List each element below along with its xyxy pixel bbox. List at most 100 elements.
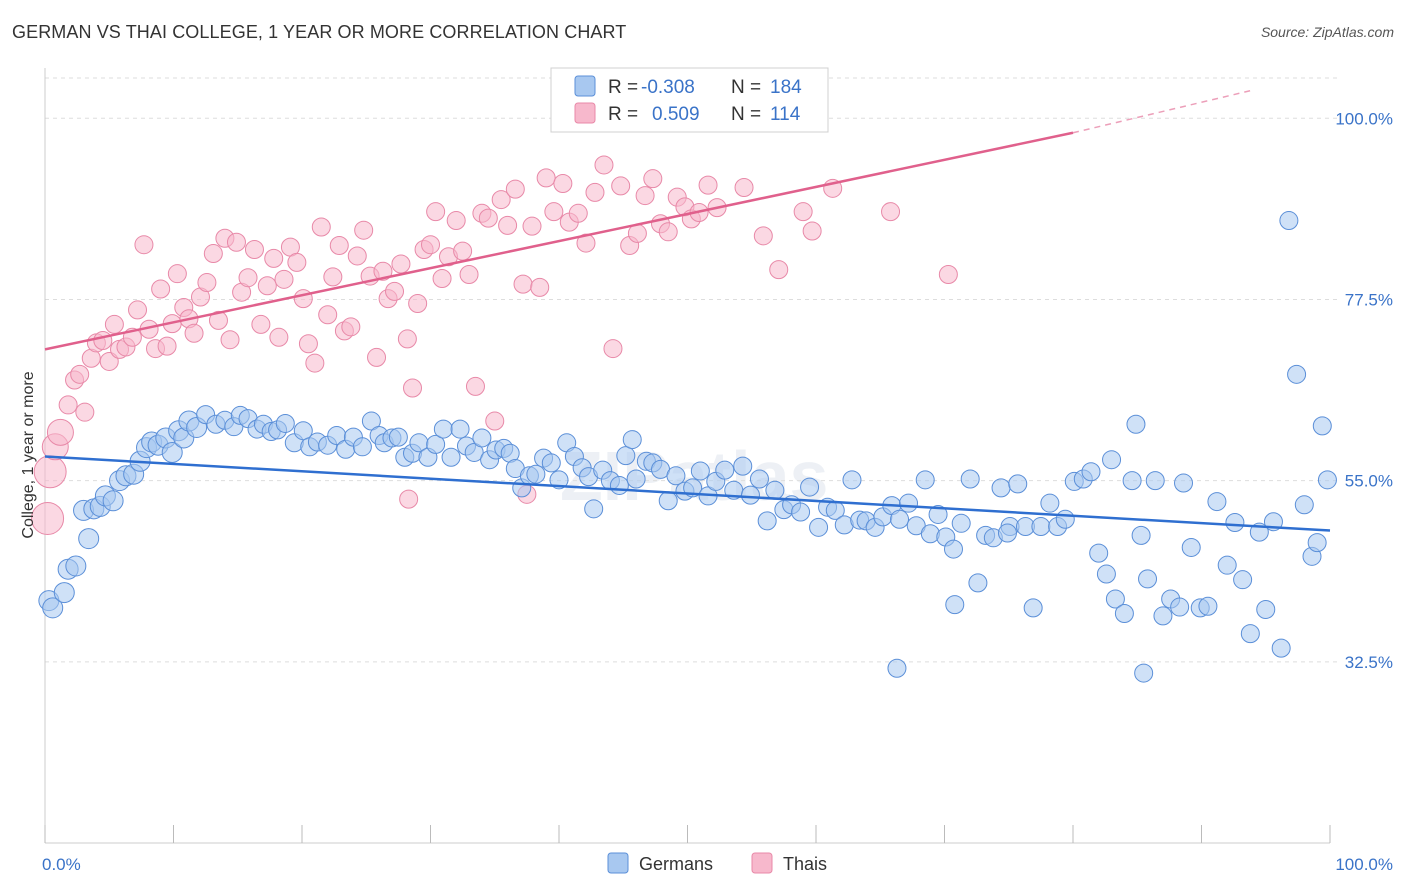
legend-thai-r-label: R =	[608, 104, 638, 125]
thai-point	[491, 190, 511, 210]
german-point	[584, 499, 604, 519]
german-point	[733, 456, 753, 476]
german-point	[609, 475, 629, 495]
thai-point	[802, 221, 822, 241]
german-point	[1055, 509, 1075, 529]
german-point	[1312, 416, 1332, 436]
german-point	[658, 491, 678, 511]
legend-german-n-value: 184	[770, 77, 802, 98]
legend-german-r-value: -0.308	[641, 77, 695, 98]
german-point	[1122, 471, 1142, 491]
german-point	[960, 469, 980, 489]
german-point	[275, 413, 295, 433]
german-point	[920, 524, 940, 544]
thai-point	[33, 455, 67, 489]
thai-point	[197, 273, 217, 293]
german-point	[1233, 570, 1253, 590]
german-point	[472, 428, 492, 448]
thai-point	[536, 168, 556, 188]
thai-point	[226, 232, 246, 252]
german-point	[887, 658, 907, 678]
german-point	[1105, 589, 1125, 609]
german-point	[1138, 569, 1158, 589]
thai-point	[323, 267, 343, 287]
german-point	[1294, 495, 1314, 515]
thai-point	[485, 411, 505, 431]
german-point	[1181, 537, 1201, 557]
thai-point	[99, 351, 119, 371]
thai-point	[367, 347, 387, 367]
thai-point	[453, 241, 473, 261]
legend-german-r-label: R =	[608, 77, 638, 98]
thai-point	[305, 353, 325, 373]
thai-point	[184, 323, 204, 343]
bottom-legend-german-label: Germans	[639, 854, 713, 874]
legend-thai-swatch	[574, 102, 596, 124]
german-point	[1153, 606, 1173, 626]
y-tick-label-0: 100.0%	[1335, 109, 1393, 128]
thai-point	[257, 276, 277, 296]
trend-lines	[44, 89, 1331, 532]
thai-point	[318, 305, 338, 325]
thai-point	[603, 339, 623, 359]
x-tick-label-max: 100.0%	[1335, 855, 1393, 874]
thai-point	[734, 178, 754, 198]
bottom-legend-thai-label: Thais	[783, 854, 827, 874]
german-point	[1102, 450, 1122, 470]
thai-point	[793, 202, 813, 222]
german-point	[441, 447, 461, 467]
german-point	[1134, 663, 1154, 683]
thai-point	[544, 202, 564, 222]
thai-point	[513, 274, 533, 294]
german-point	[352, 437, 372, 457]
german-point	[1225, 513, 1245, 533]
thai-point	[93, 331, 113, 351]
legend: R = -0.308 N = 184 R = 0.509 N = 114	[550, 67, 829, 133]
thai-point	[505, 179, 525, 199]
thai-point	[397, 329, 417, 349]
thai-point	[611, 176, 631, 196]
thai-point	[658, 222, 678, 242]
thai-point	[459, 264, 479, 284]
german-point	[65, 555, 87, 577]
german-point	[1307, 533, 1327, 553]
thai-point	[391, 254, 411, 274]
thai-point	[385, 281, 405, 301]
legend-thai-n-value: 114	[770, 104, 801, 125]
y-tick-label-3: 32.5%	[1345, 653, 1393, 672]
y-tick-labels: 100.0% 77.5% 55.0% 32.5%	[1335, 109, 1393, 672]
thai-point	[128, 300, 148, 320]
legend-german-swatch	[574, 75, 596, 97]
chart-title: GERMAN VS THAI COLLEGE, 1 YEAR OR MORE C…	[12, 22, 627, 42]
thai-point	[553, 173, 573, 193]
german-point	[161, 441, 183, 463]
thai-point	[157, 336, 177, 356]
thai-point	[522, 216, 542, 236]
german-points	[38, 211, 1337, 683]
german-point	[1271, 638, 1291, 658]
german-point	[765, 480, 785, 500]
x-tick-label-min: 0.0%	[42, 855, 81, 874]
german-point	[433, 419, 453, 439]
german-point	[1114, 604, 1134, 623]
thai-point	[151, 279, 171, 299]
german-point	[1081, 462, 1101, 482]
german-point	[899, 493, 919, 513]
german-point	[293, 421, 313, 441]
thai-point	[594, 155, 614, 175]
thai-point	[70, 364, 90, 384]
y-axis-title: College, 1 year or more	[20, 371, 37, 538]
german-point	[1096, 564, 1116, 584]
thai-point	[403, 378, 423, 398]
thai-point	[58, 395, 78, 415]
thai-point	[635, 186, 655, 206]
german-point	[1279, 211, 1299, 231]
thai-point	[446, 211, 466, 231]
thai-point	[753, 226, 773, 246]
german-point	[690, 461, 710, 481]
german-point	[715, 460, 735, 480]
german-trend-line	[44, 455, 1331, 532]
german-point	[1145, 471, 1165, 491]
thai-trend-extension	[1072, 89, 1254, 134]
legend-german-n-label: N =	[731, 77, 761, 98]
